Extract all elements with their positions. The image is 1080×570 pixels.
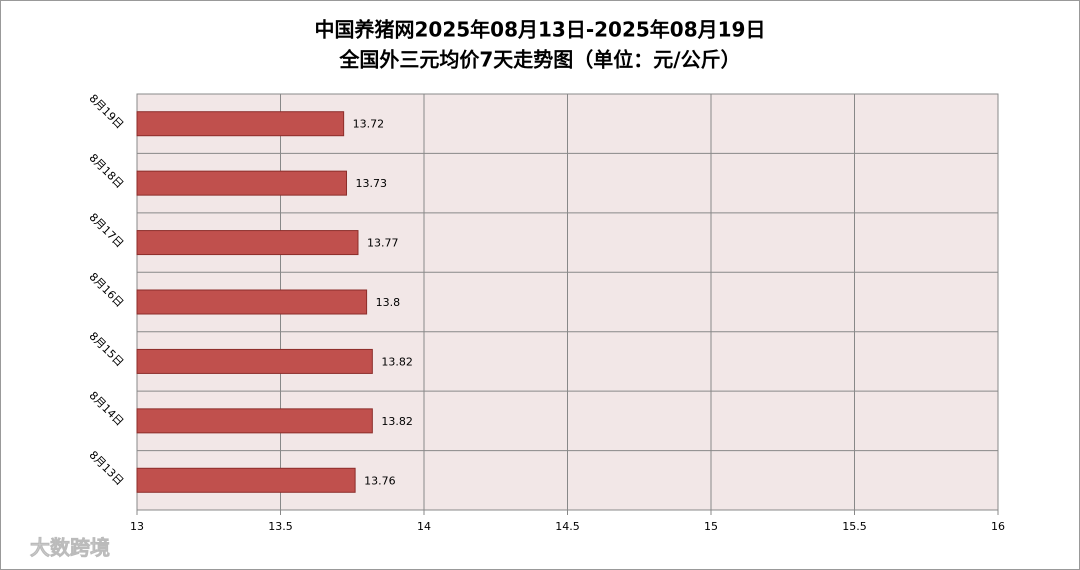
bar: [136, 348, 373, 374]
data-label: 13.73: [356, 177, 388, 190]
x-tick-label: 15.5: [842, 520, 867, 533]
data-label: 13.72: [353, 118, 385, 131]
bar: [136, 289, 368, 315]
data-label: 13.76: [364, 474, 396, 487]
data-label: 13.82: [381, 415, 413, 428]
x-tick-label: 13: [130, 520, 144, 533]
x-tick-label: 14: [417, 520, 431, 533]
bar: [136, 111, 345, 137]
data-label: 13.82: [381, 355, 413, 368]
x-tick-label: 16: [991, 520, 1005, 533]
bar: [136, 170, 348, 196]
bar: [136, 408, 373, 434]
chart-subtitle: 全国外三元均价7天走势图（单位：元/公斤）: [338, 48, 740, 72]
bar: [136, 230, 359, 256]
x-tick-label: 14.5: [555, 520, 580, 533]
watermark: 大数跨境: [30, 536, 110, 560]
x-tick-label: 15: [704, 520, 718, 533]
chart-title: 中国养猪网2025年08月13日-2025年08月19日: [315, 18, 766, 42]
data-label: 13.77: [367, 237, 399, 250]
bar: [136, 467, 356, 493]
x-tick-label: 13.5: [268, 520, 293, 533]
data-label: 13.8: [376, 296, 401, 309]
